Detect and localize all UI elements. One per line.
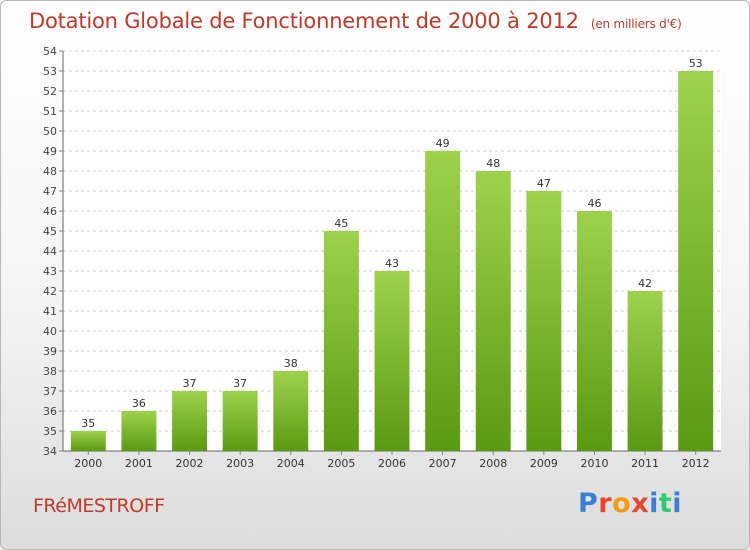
y-tick-label: 46 (43, 205, 57, 218)
chart-title: Dotation Globale de Fonctionnement de 20… (29, 9, 682, 33)
bar-value-label: 43 (385, 257, 399, 270)
chart-title-text: Dotation Globale de Fonctionnement de 20… (29, 9, 579, 33)
logo-letter: x (631, 488, 650, 519)
bar-2008 (475, 171, 511, 451)
bar-2011 (627, 291, 663, 451)
y-tick-label: 38 (43, 365, 57, 378)
bar-2004 (273, 371, 309, 451)
y-tick-label: 44 (43, 245, 57, 258)
y-tick-label: 50 (43, 125, 57, 138)
y-tick-label: 42 (43, 285, 57, 298)
y-tick-label: 45 (43, 225, 57, 238)
logo-letter: P (578, 488, 599, 519)
bar-value-label: 46 (587, 197, 601, 210)
logo-letter: r (598, 488, 613, 519)
x-tick-label: 2005 (327, 457, 355, 470)
proxiti-logo: Proxiti (578, 488, 682, 519)
x-tick-label: 2003 (226, 457, 254, 470)
y-tick-label: 49 (43, 145, 57, 158)
x-tick-label: 2004 (277, 457, 305, 470)
x-tick-label: 2012 (682, 457, 710, 470)
x-tick-label: 2006 (378, 457, 406, 470)
bar-value-label: 38 (284, 357, 298, 370)
y-tick-label: 39 (43, 345, 57, 358)
logo-letter: i (649, 488, 659, 519)
commune-name: FRéMESTROFF (33, 495, 165, 517)
x-tick-label: 2008 (479, 457, 507, 470)
x-tick-label: 2009 (530, 457, 558, 470)
y-tick-label: 43 (43, 265, 57, 278)
bar-value-label: 49 (436, 137, 450, 150)
logo-letter: i (672, 488, 683, 519)
bar-value-label: 36 (132, 397, 146, 410)
bar-2009 (526, 191, 562, 451)
logo-letter: o (612, 488, 632, 519)
bar-value-label: 53 (689, 57, 703, 70)
y-tick-label: 51 (43, 105, 57, 118)
bar-value-label: 42 (638, 277, 652, 290)
logo-letter: t (658, 488, 673, 519)
y-tick-label: 34 (43, 445, 57, 458)
bar-2012 (678, 71, 714, 451)
bar-value-label: 45 (334, 217, 348, 230)
y-tick-label: 35 (43, 425, 57, 438)
bar-value-label: 48 (486, 157, 500, 170)
bar-2007 (425, 151, 461, 451)
bar-value-label: 47 (537, 177, 551, 190)
x-tick-label: 2001 (125, 457, 153, 470)
y-tick-label: 47 (43, 185, 57, 198)
bar-2002 (172, 391, 208, 451)
x-tick-label: 2010 (580, 457, 608, 470)
y-tick-label: 40 (43, 325, 57, 338)
y-tick-label: 53 (43, 65, 57, 78)
bar-2001 (121, 411, 157, 451)
y-tick-label: 37 (43, 385, 57, 398)
y-tick-label: 48 (43, 165, 57, 178)
bar-value-label: 35 (81, 417, 95, 430)
bar-2005 (323, 231, 359, 451)
y-tick-label: 52 (43, 85, 57, 98)
chart-unit: (en milliers d'€) (590, 17, 682, 31)
x-tick-label: 2002 (176, 457, 204, 470)
x-tick-label: 2011 (631, 457, 659, 470)
bar-2010 (576, 211, 612, 451)
y-tick-label: 36 (43, 405, 57, 418)
bar-value-label: 37 (183, 377, 197, 390)
bar-2003 (222, 391, 258, 451)
y-tick-label: 41 (43, 305, 57, 318)
bar-2000 (70, 431, 106, 451)
y-tick-label: 54 (43, 45, 57, 58)
bar-value-label: 37 (233, 377, 247, 390)
bar-2006 (374, 271, 410, 451)
x-tick-label: 2000 (74, 457, 102, 470)
x-tick-label: 2007 (429, 457, 457, 470)
